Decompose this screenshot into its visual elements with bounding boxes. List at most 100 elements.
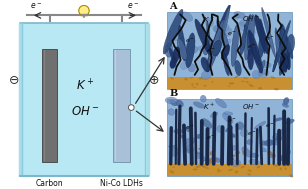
Ellipse shape: [245, 15, 255, 60]
Ellipse shape: [191, 83, 193, 86]
Ellipse shape: [258, 69, 269, 77]
Ellipse shape: [196, 83, 198, 86]
Text: $e^-$: $e^-$: [265, 35, 275, 43]
Ellipse shape: [249, 30, 263, 73]
Ellipse shape: [196, 165, 201, 168]
Ellipse shape: [200, 159, 204, 162]
Ellipse shape: [207, 21, 211, 65]
Ellipse shape: [207, 19, 225, 72]
Ellipse shape: [232, 160, 241, 167]
Ellipse shape: [242, 147, 251, 157]
Text: $e^-$: $e^-$: [227, 30, 237, 38]
Ellipse shape: [260, 19, 265, 54]
Ellipse shape: [235, 151, 240, 154]
Ellipse shape: [231, 146, 238, 150]
Ellipse shape: [241, 166, 245, 168]
Ellipse shape: [246, 29, 255, 36]
Ellipse shape: [197, 46, 210, 52]
Ellipse shape: [222, 39, 231, 46]
Ellipse shape: [173, 35, 180, 41]
Ellipse shape: [280, 53, 288, 71]
Text: ⊖: ⊖: [9, 74, 19, 87]
Ellipse shape: [208, 32, 222, 69]
Ellipse shape: [260, 88, 263, 90]
FancyBboxPatch shape: [167, 164, 292, 176]
Ellipse shape: [170, 148, 180, 156]
FancyBboxPatch shape: [113, 49, 130, 162]
Circle shape: [79, 5, 89, 16]
Ellipse shape: [211, 81, 213, 83]
Ellipse shape: [235, 60, 241, 76]
Ellipse shape: [284, 165, 287, 166]
Ellipse shape: [246, 81, 249, 83]
Ellipse shape: [250, 153, 259, 158]
Ellipse shape: [283, 98, 289, 105]
Ellipse shape: [170, 170, 174, 173]
Ellipse shape: [282, 28, 293, 59]
Text: Carbon: Carbon: [36, 179, 64, 188]
Ellipse shape: [219, 24, 229, 32]
Ellipse shape: [280, 28, 288, 55]
Text: $e^-$: $e^-$: [185, 124, 195, 132]
Ellipse shape: [198, 148, 202, 150]
Ellipse shape: [274, 88, 279, 90]
Ellipse shape: [242, 151, 246, 155]
Ellipse shape: [231, 25, 239, 67]
Ellipse shape: [276, 128, 286, 137]
Text: $OH^-$: $OH^-$: [242, 101, 260, 111]
Ellipse shape: [279, 155, 289, 161]
Ellipse shape: [246, 28, 255, 37]
Ellipse shape: [186, 146, 193, 153]
Ellipse shape: [259, 69, 268, 76]
Ellipse shape: [176, 100, 184, 107]
Ellipse shape: [201, 119, 212, 128]
Ellipse shape: [182, 12, 193, 21]
Text: $e^-$: $e^-$: [265, 122, 275, 130]
Ellipse shape: [259, 60, 265, 73]
Text: $e^-$: $e^-$: [185, 37, 195, 45]
Ellipse shape: [247, 169, 252, 172]
Ellipse shape: [183, 138, 196, 145]
Ellipse shape: [228, 85, 230, 87]
Ellipse shape: [273, 34, 283, 72]
Ellipse shape: [186, 126, 193, 132]
Ellipse shape: [193, 102, 205, 108]
Ellipse shape: [186, 45, 198, 54]
Ellipse shape: [249, 159, 259, 165]
Polygon shape: [20, 23, 148, 176]
Text: $OH^-$: $OH^-$: [242, 14, 260, 23]
Text: $e^-$: $e^-$: [30, 1, 42, 11]
Ellipse shape: [185, 33, 195, 68]
Ellipse shape: [231, 155, 236, 157]
Ellipse shape: [178, 25, 186, 61]
Text: $K^+$: $K^+$: [76, 79, 95, 94]
Ellipse shape: [165, 43, 172, 57]
Ellipse shape: [172, 166, 175, 168]
Ellipse shape: [267, 151, 273, 155]
Ellipse shape: [179, 135, 185, 138]
Ellipse shape: [284, 167, 286, 170]
Text: $e^-$: $e^-$: [227, 118, 237, 125]
Ellipse shape: [180, 61, 188, 70]
Ellipse shape: [207, 160, 212, 164]
Circle shape: [128, 105, 134, 110]
Text: $e^-$: $e^-$: [206, 47, 216, 55]
Ellipse shape: [169, 145, 176, 148]
Ellipse shape: [280, 157, 290, 163]
Ellipse shape: [244, 32, 255, 40]
Ellipse shape: [258, 87, 262, 89]
Ellipse shape: [236, 122, 244, 130]
Ellipse shape: [221, 45, 230, 60]
Ellipse shape: [184, 78, 188, 81]
Ellipse shape: [271, 153, 276, 158]
Ellipse shape: [229, 156, 234, 160]
Ellipse shape: [217, 20, 229, 50]
Ellipse shape: [205, 167, 209, 169]
Ellipse shape: [189, 77, 193, 79]
Text: Ni-Co LDHs: Ni-Co LDHs: [100, 179, 143, 188]
FancyBboxPatch shape: [167, 77, 292, 89]
Ellipse shape: [169, 100, 177, 106]
Ellipse shape: [219, 42, 225, 48]
Ellipse shape: [243, 77, 248, 79]
Ellipse shape: [201, 95, 206, 102]
